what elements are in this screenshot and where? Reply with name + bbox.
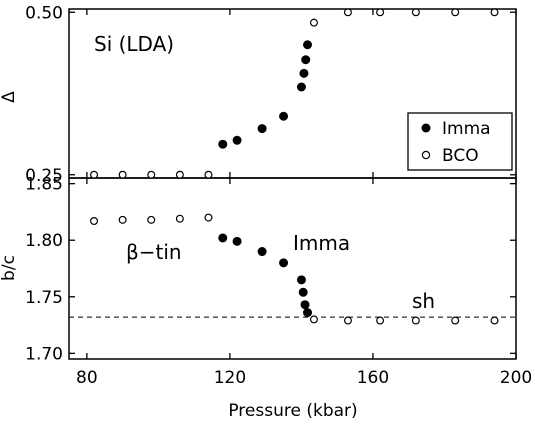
bottom-point-bco [490,316,499,325]
top-point-imma [296,82,306,92]
bottom-point-bco [376,316,385,325]
top-point-bco [490,8,499,17]
legend-label-imma: Imma [442,119,491,139]
bottom-point-bco [343,316,352,325]
top-y-axis-title: Δ [0,91,19,103]
top-point-imma [301,55,311,65]
top-point-bco [175,170,184,179]
top-point-imma [303,40,313,50]
bottom-point-imma [300,300,310,310]
legend: Imma BCO [407,112,513,171]
beta-tin-annotation: β−tin [126,240,182,264]
bottom-point-imma [218,233,228,243]
legend-label-bco: BCO [442,146,479,166]
x-tick-label: 120 [214,368,246,388]
top-point-bco [309,18,318,27]
bottom-point-bco [90,216,99,225]
system-annotation: Si (LDA) [94,32,174,56]
bottom-panel-frame [68,177,517,360]
top-y-tick-label: 0.50 [25,3,63,23]
bottom-point-imma [296,275,306,285]
bottom-point-bco [204,213,213,222]
top-point-bco [204,170,213,179]
legend-marker-imma [421,123,431,133]
sh-annotation: sh [412,289,435,313]
bottom-point-bco [147,215,156,224]
top-point-bco [118,170,127,179]
x-tick-label: 160 [357,368,389,388]
top-point-imma [232,135,242,145]
bottom-point-bco [118,215,127,224]
top-point-bco [376,8,385,17]
x-tick-label: 200 [500,368,532,388]
bottom-point-imma [279,258,289,268]
bottom-y-tick-label: 1.80 [25,231,63,251]
bottom-y-tick-label: 1.75 [25,288,63,308]
bottom-y-tick-label: 1.85 [25,175,63,195]
imma-annotation: Imma [293,231,350,255]
chart-marks: 0.25 0.50 1.70 1.75 1.80 1.85 80 120 160 200 [25,3,532,388]
legend-box [407,112,513,171]
top-point-imma [299,68,309,78]
top-point-imma [218,139,228,149]
top-point-imma [279,111,289,121]
top-y-tick-label: 0.25 [25,166,63,186]
top-point-bco [90,170,99,179]
top-point-bco [147,170,156,179]
bottom-point-imma [298,287,308,297]
top-point-bco [343,8,352,17]
legend-marker-bco [421,150,431,160]
bottom-point-imma [257,247,267,257]
top-point-bco [451,8,460,17]
x-axis-title: Pressure (kbar) [228,401,357,421]
bottom-point-bco [309,315,318,324]
bottom-point-bco [411,316,420,325]
bottom-y-axis-title: b/c [0,255,19,281]
bottom-point-bco [175,214,184,223]
bottom-point-imma [303,308,313,318]
bottom-y-tick-label: 1.70 [25,344,63,364]
top-point-imma [257,124,267,134]
bottom-point-imma [232,236,242,246]
top-point-bco [411,8,420,17]
x-tick-label: 80 [76,368,98,388]
bottom-point-bco [451,316,460,325]
